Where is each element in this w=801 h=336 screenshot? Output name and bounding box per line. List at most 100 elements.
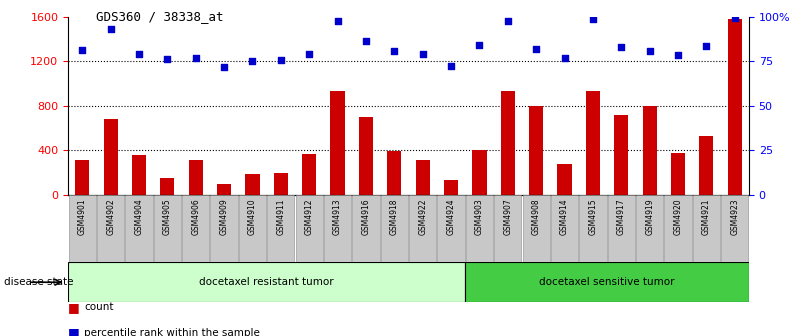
Text: GSM4922: GSM4922: [418, 198, 427, 235]
Bar: [409, 195, 437, 262]
Bar: [211, 195, 238, 262]
Text: GSM4907: GSM4907: [503, 198, 513, 235]
Point: [671, 52, 684, 57]
Point: [161, 56, 174, 62]
Text: GSM4903: GSM4903: [475, 198, 484, 235]
Text: GSM4916: GSM4916: [361, 198, 370, 235]
Point: [218, 64, 231, 70]
Bar: [245, 174, 260, 195]
Bar: [126, 195, 153, 262]
Bar: [551, 195, 578, 262]
Text: GSM4905: GSM4905: [163, 198, 172, 235]
Text: GSM4910: GSM4910: [248, 198, 257, 235]
Bar: [557, 164, 572, 195]
Text: percentile rank within the sample: percentile rank within the sample: [84, 328, 260, 336]
Text: ■: ■: [68, 326, 80, 336]
Bar: [444, 180, 458, 195]
Text: GSM4921: GSM4921: [702, 198, 710, 235]
Text: disease state: disease state: [4, 277, 74, 287]
Point: [529, 46, 542, 52]
Text: GSM4919: GSM4919: [645, 198, 654, 235]
Bar: [132, 155, 146, 195]
Bar: [465, 262, 749, 302]
Point: [76, 47, 89, 53]
Point: [303, 51, 316, 56]
Point: [643, 49, 656, 54]
Text: GSM4914: GSM4914: [560, 198, 569, 235]
Point: [586, 16, 599, 22]
Bar: [352, 195, 380, 262]
Bar: [97, 195, 124, 262]
Bar: [642, 106, 657, 195]
Point: [388, 49, 400, 54]
Bar: [614, 115, 628, 195]
Text: GSM4902: GSM4902: [107, 198, 115, 235]
Bar: [501, 91, 515, 195]
Point: [615, 44, 628, 49]
Bar: [608, 195, 635, 262]
Bar: [380, 195, 408, 262]
Point: [331, 18, 344, 24]
Bar: [466, 195, 493, 262]
Bar: [387, 152, 401, 195]
Bar: [671, 153, 685, 195]
Point: [700, 43, 713, 48]
Text: GSM4918: GSM4918: [390, 198, 399, 235]
Bar: [699, 136, 714, 195]
Text: ■: ■: [68, 301, 80, 314]
Bar: [189, 160, 203, 195]
Bar: [529, 106, 543, 195]
Text: docetaxel resistant tumor: docetaxel resistant tumor: [199, 277, 334, 287]
Bar: [69, 195, 96, 262]
Bar: [68, 262, 465, 302]
Bar: [239, 195, 266, 262]
Text: GSM4920: GSM4920: [674, 198, 682, 235]
Bar: [473, 151, 486, 195]
Point: [275, 57, 288, 63]
Bar: [75, 160, 90, 195]
Bar: [664, 195, 691, 262]
Point: [445, 64, 457, 69]
Point: [728, 15, 741, 20]
Bar: [437, 195, 465, 262]
Bar: [522, 195, 549, 262]
Bar: [296, 195, 323, 262]
Bar: [693, 195, 720, 262]
Text: docetaxel sensitive tumor: docetaxel sensitive tumor: [539, 277, 674, 287]
Text: GSM4917: GSM4917: [617, 198, 626, 235]
Text: GSM4911: GSM4911: [276, 198, 285, 235]
Text: GSM4904: GSM4904: [135, 198, 143, 235]
Bar: [154, 195, 181, 262]
Text: GSM4908: GSM4908: [532, 198, 541, 235]
Point: [473, 42, 486, 47]
Text: count: count: [84, 302, 114, 312]
Point: [189, 55, 202, 61]
Point: [501, 18, 514, 24]
Text: GSM4923: GSM4923: [731, 198, 739, 235]
Text: GSM4901: GSM4901: [78, 198, 87, 235]
Bar: [217, 184, 231, 195]
Text: GDS360 / 38338_at: GDS360 / 38338_at: [96, 10, 224, 23]
Text: GSM4909: GSM4909: [219, 198, 228, 235]
Bar: [274, 173, 288, 195]
Point: [558, 55, 571, 61]
Text: GSM4912: GSM4912: [304, 198, 314, 235]
Bar: [302, 154, 316, 195]
Point: [133, 51, 146, 56]
Bar: [494, 195, 521, 262]
Bar: [359, 117, 373, 195]
Bar: [268, 195, 295, 262]
Bar: [324, 195, 351, 262]
Bar: [636, 195, 663, 262]
Bar: [103, 119, 118, 195]
Text: GSM4913: GSM4913: [333, 198, 342, 235]
Bar: [727, 19, 742, 195]
Point: [246, 58, 259, 64]
Bar: [182, 195, 209, 262]
Bar: [160, 178, 175, 195]
Text: GSM4906: GSM4906: [191, 198, 200, 235]
Bar: [416, 160, 430, 195]
Text: GSM4924: GSM4924: [447, 198, 456, 235]
Text: GSM4915: GSM4915: [589, 198, 598, 235]
Bar: [721, 195, 748, 262]
